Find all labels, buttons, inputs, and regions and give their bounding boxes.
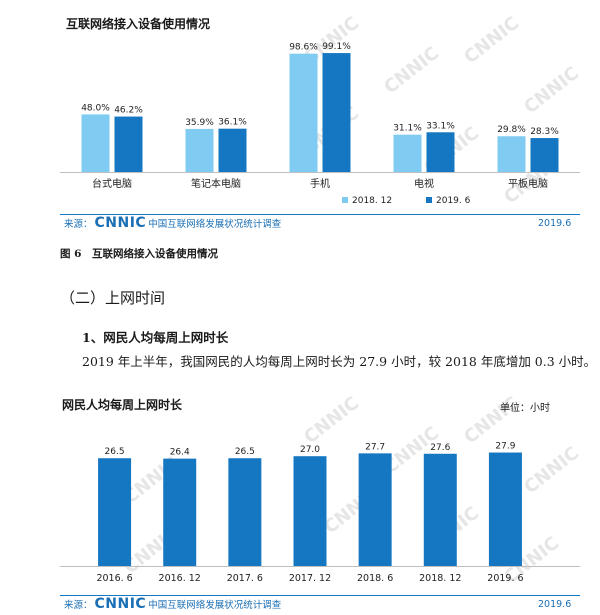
- footer2-source-label: 来源：: [64, 600, 93, 611]
- chart1-bar: [322, 53, 351, 172]
- chart1-plot: 48.0% 46.2% 台式电脑 35.9% 36.1% 笔记本电脑 98.6% 99.1% 手…: [60, 42, 580, 206]
- chart1-data-label: 46.2%: [114, 106, 143, 116]
- footer2: 来源： CNNIC 中国互联网络发展状况统计调查: [64, 596, 281, 612]
- chart1-data-label: 31.1%: [393, 124, 422, 134]
- chart1-data-label: 99.1%: [322, 42, 351, 52]
- chart1-category-label: 台式电脑: [92, 177, 132, 190]
- chart2-bar: [98, 458, 132, 566]
- chart2-bar: [358, 453, 392, 566]
- chart2-data-label: 27.7: [365, 442, 385, 452]
- chart1-legend-swatch: [426, 197, 432, 203]
- chart1-bar: [289, 53, 318, 172]
- chart2-category-label: 2018. 12: [419, 573, 461, 584]
- chart1-category-label: 笔记本电脑: [191, 177, 241, 190]
- chart1-bar: [81, 114, 110, 172]
- footer1-logo: CNNIC: [94, 215, 147, 231]
- chart1-bar: [218, 128, 247, 172]
- footer2-date: 2019.6: [538, 599, 572, 610]
- chart2-data-label: 27.9: [495, 442, 515, 452]
- footer2-org: 中国互联网络发展状况统计调查: [148, 600, 282, 611]
- chart1-data-label: 48.0%: [81, 103, 110, 113]
- chart2-bar: [228, 458, 262, 566]
- figure-caption: 图 6 互联网络接入设备使用情况: [60, 248, 218, 260]
- chart2-category-label: 2019. 6: [487, 573, 523, 584]
- footer1: 来源： CNNIC 中国互联网络发展状况统计调查: [64, 215, 281, 231]
- chart2-title: 网民人均每周上网时长: [62, 398, 183, 412]
- paragraph: 2019 年上半年，我国网民的人均每周上网时长为 27.9 小时，较 2018 …: [82, 354, 597, 369]
- chart1-legend-label: 2018. 12: [352, 196, 392, 206]
- chart2-plot: 26.5 2016. 6 26.4 2016. 12 26.5 2017. 6 27.0 20…: [60, 442, 580, 584]
- chart1-legend-swatch: [342, 197, 348, 203]
- chart1-title: 互联网络接入设备使用情况: [66, 17, 211, 31]
- chart2-unit: 单位：小时: [500, 403, 550, 414]
- chart2-data-label: 27.0: [300, 445, 320, 455]
- chart2-category-label: 2016. 12: [159, 573, 201, 584]
- chart2-category-label: 2017. 12: [289, 573, 331, 584]
- chart1-bar: [185, 128, 214, 172]
- footer1-rule: [60, 214, 580, 215]
- chart1-data-label: 98.6%: [289, 43, 318, 53]
- chart1-data-label: 36.1%: [218, 118, 247, 128]
- chart1-legend-label: 2019. 6: [436, 196, 471, 206]
- chart1-category-label: 手机: [310, 177, 330, 190]
- chart2-data-label: 26.5: [105, 447, 125, 457]
- chart1-data-label: 29.8%: [497, 125, 526, 135]
- chart2-data-label: 26.5: [235, 447, 255, 457]
- chart2-category-label: 2018. 6: [357, 573, 393, 584]
- chart2-bar: [163, 458, 197, 566]
- chart1-bar: [393, 134, 422, 172]
- chart1-data-label: 28.3%: [530, 127, 559, 137]
- footer1-date: 2019.6: [538, 218, 572, 229]
- chart2-data-label: 26.4: [170, 448, 190, 458]
- chart1-category-label: 电视: [414, 177, 434, 190]
- chart1-data-label: 33.1%: [426, 121, 455, 131]
- footer2-rule: [60, 595, 580, 596]
- chart2-bar: [488, 452, 522, 566]
- chart1-category-label: 平板电脑: [508, 177, 548, 190]
- chart2-category-label: 2016. 6: [96, 573, 132, 584]
- chart1-bar: [426, 132, 455, 172]
- section-heading: （二）上网时间: [60, 289, 166, 307]
- chart2-bar: [423, 453, 457, 566]
- footer1-org: 中国互联网络发展状况统计调查: [148, 219, 282, 230]
- footer1-source-label: 来源：: [64, 219, 93, 230]
- chart2-data-label: 27.6: [430, 443, 450, 453]
- chart2-bar: [293, 456, 327, 566]
- footer2-logo: CNNIC: [94, 596, 147, 612]
- chart1-bar: [530, 138, 559, 172]
- chart1-bar: [114, 116, 143, 172]
- chart2-category-label: 2017. 6: [227, 573, 263, 584]
- chart1-data-label: 35.9%: [185, 118, 214, 128]
- sub-heading: 1、网民人均每周上网时长: [82, 330, 229, 345]
- chart1-bar: [497, 136, 526, 172]
